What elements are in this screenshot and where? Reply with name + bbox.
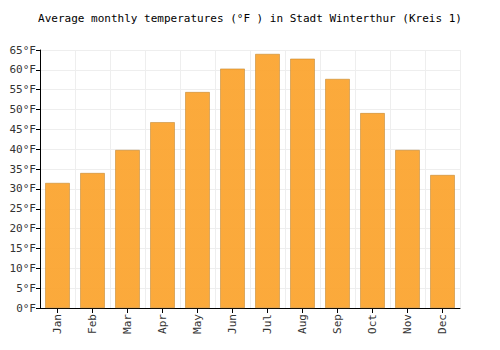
svg-text:35°F: 35°F [10,163,37,176]
svg-text:May: May [191,314,204,334]
svg-text:60°F: 60°F [10,63,37,76]
svg-text:Sep: Sep [331,314,344,334]
svg-text:Mar: Mar [121,314,134,334]
svg-text:15°F: 15°F [10,242,37,255]
svg-text:30°F: 30°F [10,182,37,195]
svg-text:5°F: 5°F [16,282,36,295]
svg-text:Jul: Jul [261,314,274,334]
svg-text:10°F: 10°F [10,262,37,275]
svg-text:25°F: 25°F [10,202,37,215]
svg-text:Apr: Apr [156,314,169,334]
svg-text:Jan: Jan [51,314,64,334]
svg-text:Jun: Jun [226,314,239,334]
svg-text:40°F: 40°F [10,143,37,156]
svg-text:Dec: Dec [436,314,449,334]
svg-text:Oct: Oct [366,314,379,334]
svg-text:Feb: Feb [86,314,99,334]
svg-text:50°F: 50°F [10,103,37,116]
svg-text:20°F: 20°F [10,222,37,235]
svg-text:0°F: 0°F [16,302,36,315]
svg-text:Average monthly temperatures (: Average monthly temperatures (°F ) in St… [38,12,462,25]
svg-text:45°F: 45°F [10,123,37,136]
svg-text:Nov: Nov [401,314,414,334]
svg-text:65°F: 65°F [10,44,37,57]
svg-text:Aug: Aug [296,314,309,334]
svg-text:55°F: 55°F [10,83,37,96]
